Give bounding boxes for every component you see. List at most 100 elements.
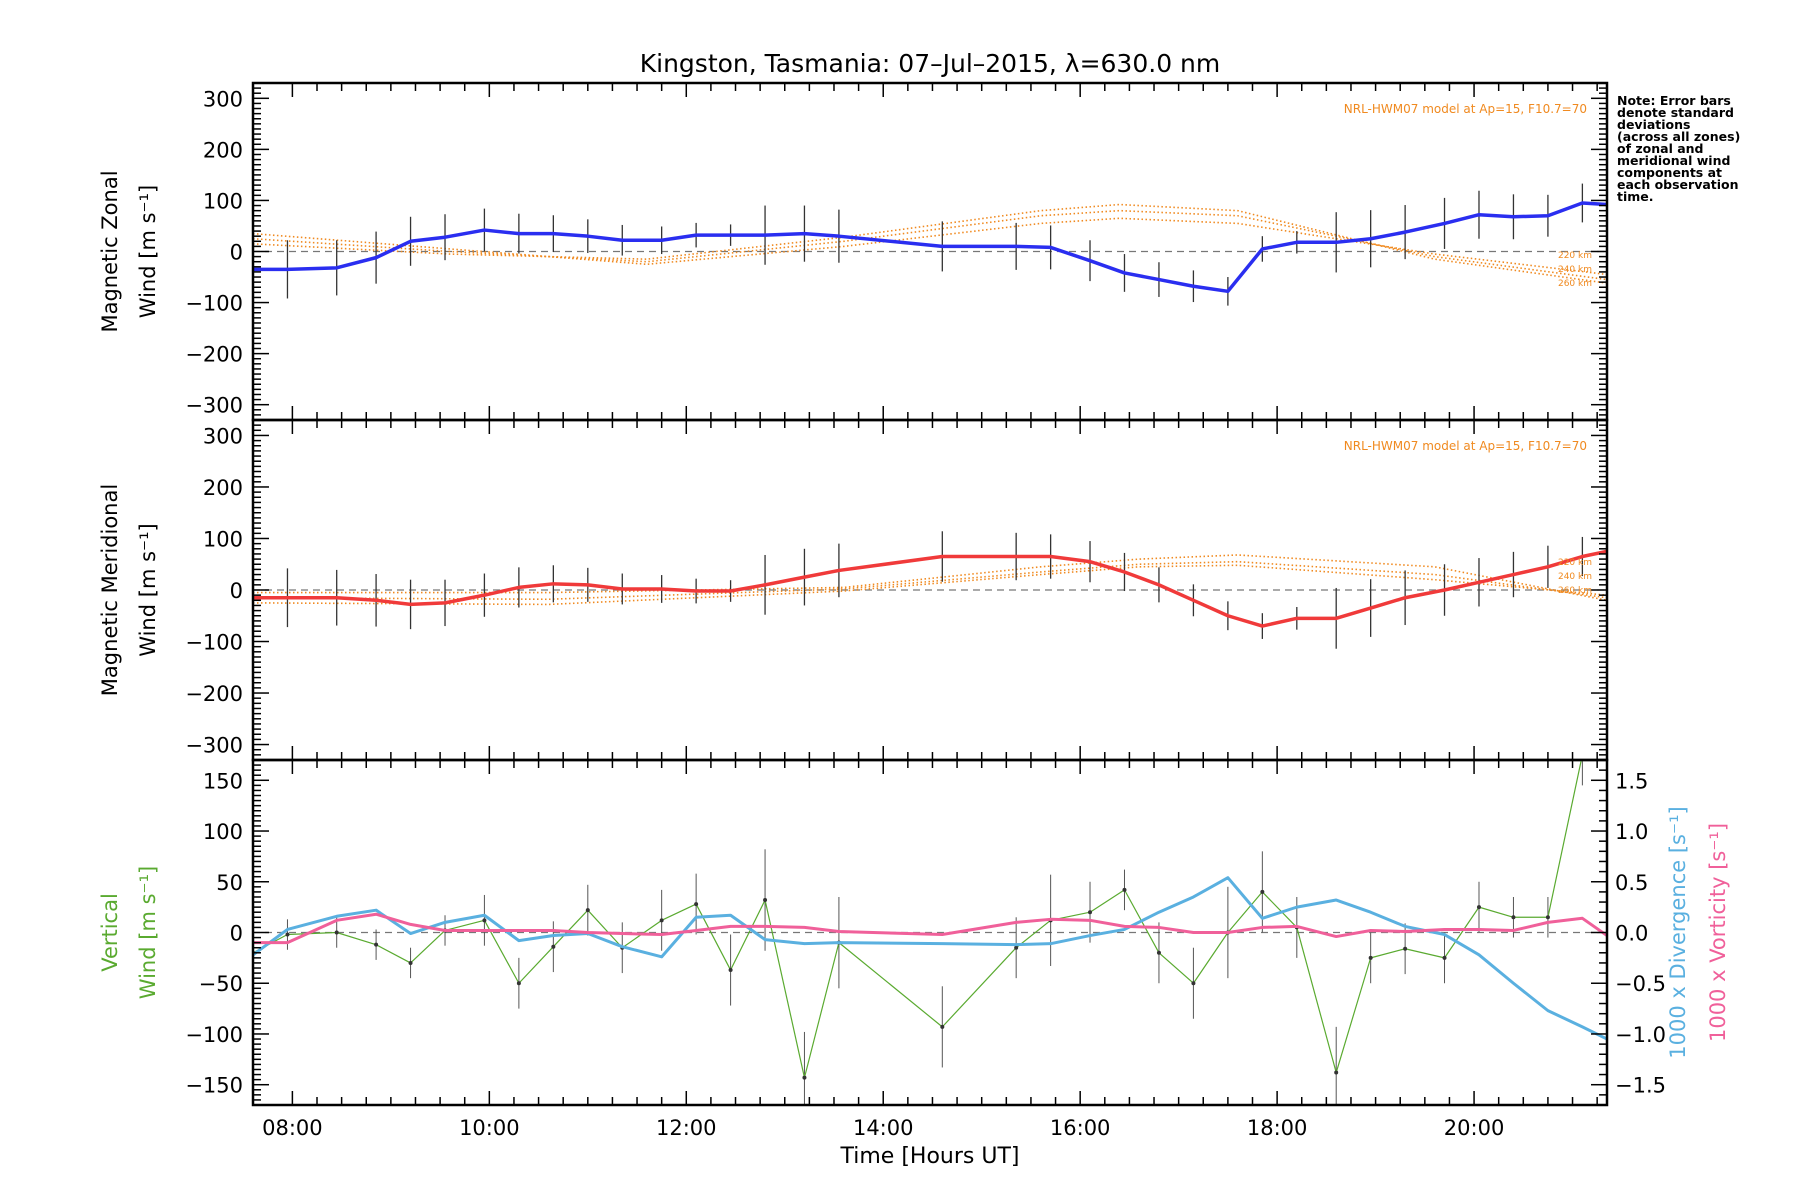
y-tick-label: −300 [185,734,243,758]
data-point [1403,946,1408,951]
model-altitude-label: 260 km [1558,586,1592,596]
data-point [1334,1070,1339,1075]
y-axis-label: Wind [m s⁻¹] [136,523,160,656]
y-tick-label: 100 [203,820,243,844]
series-line [253,549,1607,628]
panel-frame [251,758,1609,1107]
panel-2: 300 200 100 0 −100 −200 −300 Magnetic Meridiona… [98,418,1609,762]
data-point [1368,955,1373,960]
series-line [253,876,1607,1041]
model-altitude-label: 240 km [1558,265,1592,275]
x-axis-label: Time [Hours UT] [840,1144,1020,1169]
y-tick-label: 200 [203,476,243,500]
y2-tick-label: −0.5 [1615,972,1666,996]
data-point [940,1024,945,1029]
panel-3: 150 100 50 0 −50 −100 −150 1.5 1.0 0.5 0.0 −0.5 −1.0… [98,753,1730,1140]
plot-area [253,753,1607,1105]
series-line [253,201,1607,294]
model-curve [253,560,1607,601]
y-tick-label: 150 [203,769,243,793]
data-point [1122,887,1127,892]
series-line [253,912,1607,945]
x-tick-label: 16:00 [1050,1116,1111,1140]
data-point [763,898,768,903]
data-point [285,932,290,937]
panel-1: 300 200 100 0 −100 −200 −300 Magnetic Zonal Wind… [98,81,1609,422]
y-tick-label: 200 [203,138,243,162]
note-line: meridional wind [1617,153,1731,168]
y-tick-label: −200 [185,343,243,367]
data-point [1156,950,1161,955]
y-axis-label: Magnetic Meridional [98,484,122,696]
x-tick-label: 12:00 [656,1116,717,1140]
data-point [1088,910,1093,915]
data-point [1580,753,1584,757]
note-line: each observation [1617,177,1739,192]
right-axis-label-vorticity: 1000 x Vorticity [s⁻¹] [1706,823,1730,1042]
y2-tick-label: 1.0 [1615,820,1648,844]
note-line: (across all zones) [1617,129,1741,144]
model-altitude-label: 220 km [1558,558,1592,568]
plot-area [253,531,1607,649]
data-point [1545,915,1550,920]
y2-tick-label: 0.5 [1615,871,1648,895]
data-point [728,968,733,973]
x-tick-label: 20:00 [1444,1116,1505,1140]
note-line: denote standard [1617,105,1734,120]
x-tick-label: 10:00 [459,1116,520,1140]
y-tick-label: −50 [199,972,243,996]
y-tick-label: −100 [185,1023,243,1047]
y-tick-label: −100 [185,292,243,316]
model-altitude-label: 260 km [1558,279,1592,289]
right-axis-label-divergence: 1000 x Divergence [s⁻¹] [1666,806,1690,1058]
model-curve [253,554,1607,602]
y2-tick-label: 0.0 [1615,922,1648,946]
data-point [802,1075,807,1080]
y-tick-label: 0 [230,922,243,946]
data-point [659,918,664,923]
error-bar-note: Note: Error bars denote standard deviation… [1617,93,1767,204]
data-point [374,942,379,947]
data-point [482,918,487,923]
y-tick-label: −200 [185,682,243,706]
y2-tick-label: −1.5 [1615,1074,1666,1098]
y-axis-label: Vertical [98,893,122,972]
data-point [1442,955,1447,960]
x-tick-label: 08:00 [262,1116,323,1140]
model-curve [253,217,1607,276]
data-point [334,930,339,935]
y-tick-label: −100 [185,631,243,655]
data-point [408,960,413,965]
model-altitude-label: 240 km [1558,572,1592,582]
y-axis-label: Magnetic Zonal [98,170,122,332]
data-point [694,902,699,907]
data-point [585,908,590,913]
note-line: Note: Error bars [1617,93,1731,108]
note-line: deviations [1617,117,1691,132]
note-line: of zonal and [1617,141,1704,156]
data-point [551,944,556,949]
data-point [1191,981,1196,986]
y-tick-label: 100 [203,189,243,213]
y-tick-label: −300 [185,394,243,418]
model-label: NRL-HWM07 model at Ap=15, F10.7=70 [1344,102,1587,116]
y2-tick-label: 1.5 [1615,769,1648,793]
y-tick-label: 300 [203,424,243,448]
x-tick-label: 18:00 [1247,1116,1308,1140]
model-curve [253,564,1607,606]
note-line: time. [1617,189,1654,204]
y2-tick-label: −1.0 [1615,1023,1666,1047]
model-altitude-label: 220 km [1558,251,1592,261]
y-tick-label: 100 [203,527,243,551]
data-point [1014,945,1019,950]
y-tick-label: 300 [203,87,243,111]
data-point [1260,889,1265,894]
y-tick-label: 0 [230,241,243,265]
y-axis-label: Wind [m s⁻¹] [136,866,160,999]
figure-title: Kingston, Tasmania: 07–Jul–2015, λ=630.0… [640,49,1221,78]
y-tick-label: −150 [185,1074,243,1098]
plot-area [253,183,1607,306]
model-label: NRL-HWM07 model at Ap=15, F10.7=70 [1344,439,1587,453]
y-axis-label: Wind [m s⁻¹] [136,185,160,318]
